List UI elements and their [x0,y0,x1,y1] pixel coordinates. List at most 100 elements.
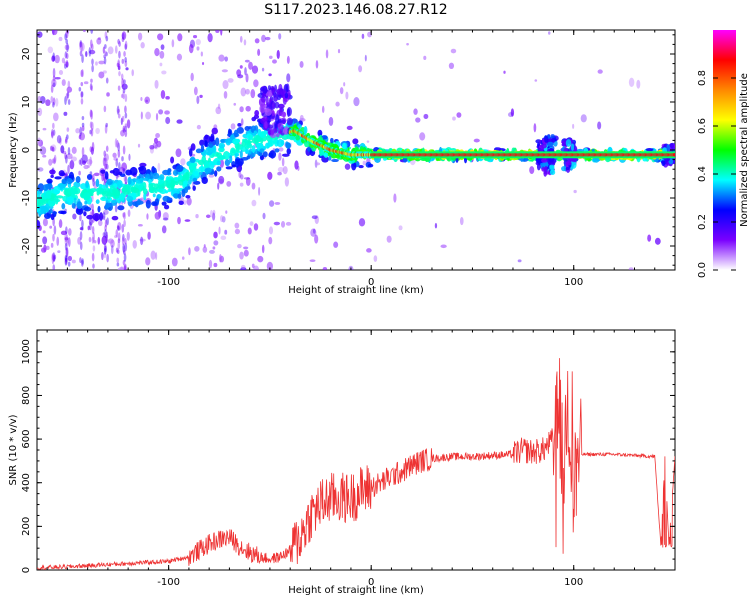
spectrogram-streak-cell [89,221,92,231]
spectrogram-band-cell [129,166,138,176]
spectrogram-noise-cell [223,90,228,99]
spectrogram-streak-cell [122,91,125,100]
spectrogram-streak-cell [64,233,68,243]
spectrogram-streak-cell [121,223,125,233]
spectrogram-noise-cell [265,36,271,41]
spectrogram-noise-cell [49,225,53,229]
spectrogram-plume-cell [281,119,286,125]
spectrogram-noise-cell [278,152,282,161]
spectrogram-noise-cell [573,189,577,194]
spectrogram-noise-cell [83,164,89,170]
spectrogram-noise-cell [154,211,161,220]
spectrogram-band-cell [358,165,364,169]
snr-ytick-label: 800 [21,386,32,405]
spectrogram-noise-cell [125,67,129,71]
spectrogram-noise-cell [126,231,130,241]
spectrogram-streak-cell [103,54,106,59]
spectrogram-band-cell [54,195,59,205]
spectrogram-ytick-label: 20 [21,48,32,61]
spectrogram-ytick-label: 10 [21,96,32,109]
spectrogram-streak-cell [88,46,92,57]
spectrogram-noise-cell [72,213,77,220]
spectrogram-noise-cell [220,235,227,240]
spectrogram-noise-cell [268,226,274,235]
spectrogram-noise-cell [161,225,167,234]
spectrogram-noise-cell [257,48,261,57]
spectrogram-noise-cell [325,49,329,59]
spectrogram-noise-cell [239,65,243,69]
spectrogram-noise-cell [57,250,61,254]
spectrogram-noise-cell [239,35,243,43]
spectrogram-noise-cell [277,166,284,173]
spectrogram-noise-cell [158,109,164,115]
colorbar-label: Normalized spectral amplitude [739,73,750,227]
spectrogram-streak-cell [79,241,83,251]
spectrogram-streak-cell [53,254,57,260]
spectrogram-streak-cell [51,146,55,152]
spectrogram-streak-cell [67,261,71,267]
spectrogram-noise-cell [190,72,194,82]
spectrogram-band-cell [142,177,149,181]
spectrogram-noise-cell [177,216,181,225]
spectrogram-streak-cell [104,245,107,253]
spectrogram-band-cell [224,159,231,167]
spectrogram-noise-cell [102,46,105,54]
snr-marks [37,358,675,570]
spectrogram-streak-cell [78,159,82,165]
spectrogram-streak-cell [106,163,109,170]
spectrogram-streak-cell [124,242,128,252]
spectrogram-noise-cell [107,238,114,244]
spectrogram-noise-cell [37,95,42,103]
spectrogram-streak-cell [104,163,108,170]
spectrogram-noise-cell [419,132,426,141]
spectrogram-streak-cell [122,212,125,218]
spectrogram-burst-cell [565,161,572,166]
spectrogram-streak-cell [117,226,120,231]
spectrogram-noise-cell [52,255,56,262]
spectrogram-noise-cell [161,70,167,75]
spectrogram-streak-cell [124,123,128,128]
spectrogram-band-cell [156,194,162,199]
spectrogram-noise-cell [286,73,291,83]
spectrogram-streak-cell [121,115,125,123]
spectrogram-noise-cell [217,103,221,110]
spectrogram-band-cell [209,135,215,142]
spectrogram-band-cell [94,214,99,222]
spectrogram-band-cell [172,193,180,198]
spectrogram-band-cell [119,195,125,199]
spectrogram-streak-cell [124,105,127,114]
spectrogram-noise-cell [268,200,275,207]
spectrogram-ridge-core [672,153,675,157]
spectrogram-xlabel: Height of straight line (km) [288,285,424,296]
spectrogram-band-cell [174,181,179,186]
spectrogram-xtick-label: -100 [157,277,180,288]
spectrogram-noise-cell [243,249,249,257]
spectrogram-streak-cell [65,226,68,235]
spectrogram-streak-cell [114,45,118,54]
spectrogram-band-cell [231,164,237,168]
spectrogram-band-cell [214,170,218,177]
snr-xlabel: Height of straight line (km) [288,585,424,596]
spectrogram-band-cell [229,155,233,164]
spectrogram-streak-cell [81,54,84,64]
spectrogram-streak-cell [90,127,94,137]
spectrogram-plume-cell [274,101,280,109]
spectrogram-noise-cell [434,222,438,229]
spectrogram-streak-cell [121,156,124,162]
spectrogram-burst-cell [565,139,572,147]
spectrogram-noise-cell [268,236,273,245]
spectrogram-streak-cell [123,50,126,57]
spectrogram-noise-cell [87,225,90,231]
spectrogram-noise-cell [188,247,191,256]
spectrogram-noise-cell [155,112,159,121]
spectrogram-streak-cell [105,231,108,239]
spectrogram-band-cell [216,166,222,172]
spectrogram-noise-cell [124,60,128,67]
spectrogram-band-cell [232,138,239,145]
spectrogram-noise-cell [237,74,244,79]
spectrogram-noise-cell [127,209,131,217]
spectrogram-streak-cell [67,147,71,156]
spectrogram-noise-cell [335,101,340,107]
spectrogram-noise-cell [203,244,206,248]
spectrogram-noise-cell [339,87,344,95]
